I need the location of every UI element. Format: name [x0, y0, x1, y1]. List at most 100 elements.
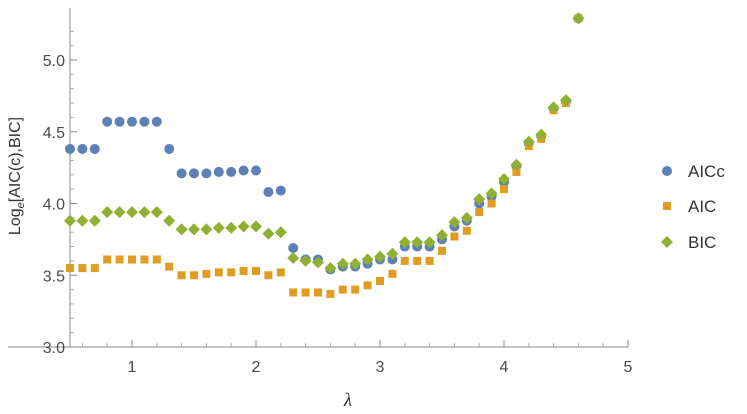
legend-item-aic: AIC: [663, 197, 716, 216]
aic-point: [475, 208, 484, 217]
series-aic: [66, 14, 583, 298]
aic-point: [78, 264, 87, 273]
bic-point: [398, 236, 411, 249]
aic-point: [450, 232, 459, 241]
aic-point: [152, 255, 161, 264]
bic-point: [361, 253, 374, 266]
bic-point: [76, 214, 89, 227]
legend-label: AICc: [688, 162, 725, 181]
aicc-point: [89, 143, 100, 154]
bic-point: [485, 187, 498, 200]
x-axis-label: λ: [343, 390, 352, 411]
x-ticks: 1 2 3 4 5: [81, 340, 633, 376]
aic-point: [177, 271, 186, 280]
y-axis-label: Loge[AIC(c),BIC]: [7, 117, 27, 235]
aicc-point: [213, 166, 224, 177]
bic-point: [423, 236, 436, 249]
aicc-point: [151, 116, 162, 127]
bic-point: [88, 214, 101, 227]
aic-point: [425, 256, 434, 265]
y-tick-label: 4.0: [43, 197, 65, 214]
aic-point: [103, 255, 112, 264]
bic-point: [535, 128, 548, 141]
aic-point: [351, 285, 360, 294]
bic-point: [150, 206, 163, 219]
aic-point: [487, 199, 496, 208]
aic-point: [252, 266, 260, 275]
y-tick-label: 3.0: [43, 340, 65, 357]
bic-point: [560, 94, 572, 107]
bic-point: [299, 254, 312, 267]
aic-point: [289, 288, 298, 297]
aic-point: [264, 271, 273, 280]
aicc-point: [65, 143, 75, 154]
aic-point: [338, 285, 347, 294]
bic-point: [473, 193, 486, 206]
aicc-point: [275, 185, 286, 196]
bic-point: [547, 101, 560, 114]
bic-point: [175, 223, 188, 236]
bic-point: [138, 206, 151, 219]
aic-point: [140, 255, 149, 264]
aic-point: [239, 266, 248, 275]
aicc-point: [77, 143, 88, 154]
bic-point: [188, 223, 200, 236]
x-tick-label: 1: [128, 359, 137, 376]
bic-point: [163, 214, 176, 227]
aic-point: [90, 264, 99, 273]
aicc-point: [102, 116, 113, 127]
aicc-point: [189, 168, 199, 179]
aic-point: [512, 167, 521, 176]
aicc-point: [226, 166, 237, 177]
y-ticks: 3.0 3.5 4.0 4.5 5.0: [43, 30, 77, 357]
aic-point: [165, 262, 174, 271]
aic-legend-marker: [663, 202, 671, 210]
aic-point: [115, 255, 124, 264]
bic-point: [126, 206, 138, 219]
bic-point: [212, 221, 225, 234]
bic-point: [336, 257, 349, 270]
aic-point: [388, 269, 397, 278]
aic-point: [190, 271, 198, 280]
aicc-point: [201, 168, 212, 179]
bic-point: [274, 226, 287, 239]
aic-point: [66, 264, 74, 273]
aic-point: [276, 268, 285, 277]
bic-point: [262, 227, 275, 240]
bic-point: [287, 252, 300, 265]
y-axis-label-rest: [AIC(c),BIC]: [7, 117, 24, 202]
aic-point: [500, 185, 508, 194]
bic-point: [101, 206, 114, 219]
legend: AICc AIC BIC: [661, 162, 725, 252]
aic-point: [326, 289, 335, 298]
bic-point: [64, 214, 76, 227]
bic-point: [510, 158, 523, 171]
series-aicc: [65, 13, 584, 275]
aic-point: [413, 256, 422, 265]
y-tick-label: 3.5: [43, 268, 65, 285]
aic-point: [301, 288, 310, 297]
aic-point: [462, 226, 471, 235]
aic-point: [314, 288, 322, 297]
bic-point: [225, 221, 238, 234]
legend-item-aicc: AICc: [662, 162, 725, 181]
aic-point: [376, 276, 384, 285]
aic-point: [202, 269, 211, 278]
y-tick-label: 4.5: [43, 125, 65, 142]
aicc-point: [263, 187, 274, 198]
bic-point: [349, 257, 362, 270]
x-tick-label: 3: [376, 359, 385, 376]
aicc-legend-marker: [662, 166, 672, 176]
bic-point: [436, 229, 448, 242]
x-tick-label: 2: [252, 359, 261, 376]
aicc-point: [176, 168, 187, 179]
legend-label: AIC: [688, 197, 716, 216]
bic-point: [113, 206, 126, 219]
aicc-point: [114, 116, 125, 127]
bic-point: [411, 236, 424, 249]
bic-point: [498, 173, 510, 186]
bic-point: [460, 211, 473, 224]
aicc-point: [251, 165, 261, 176]
aic-point: [438, 246, 446, 255]
